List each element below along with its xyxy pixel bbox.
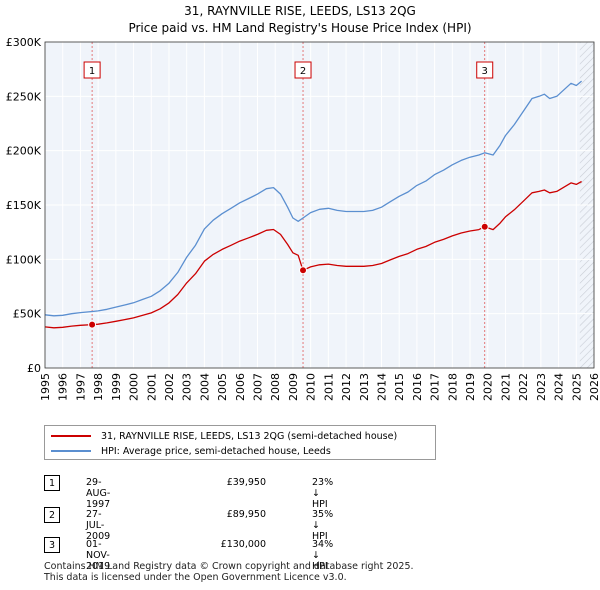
x-tick-label: 2021 — [499, 373, 512, 401]
legend-label-hpi: HPI: Average price, semi-detached house,… — [101, 445, 331, 457]
x-tick-label: 2010 — [305, 373, 318, 401]
x-tick-label: 2005 — [216, 373, 229, 401]
x-tick-label: 2013 — [358, 373, 371, 401]
transaction-price: £39,950 — [226, 477, 266, 488]
x-tick-label: 2006 — [234, 373, 247, 401]
x-tick-label: 2004 — [198, 373, 211, 401]
sale-label: 3 — [482, 66, 488, 77]
sale-label-box — [83, 61, 101, 79]
transaction-date: 29-AUG-1997 — [86, 477, 111, 510]
x-tick-label: 2015 — [393, 373, 406, 401]
chart-area: 1 2 3 £0 £50K £100K £150K £200K £250K £300K 1995 19… — [6, 36, 600, 401]
x-tick-label: 2020 — [482, 373, 495, 401]
x-tick-label: 2009 — [287, 373, 300, 401]
x-tick-label: 2019 — [464, 373, 477, 401]
transaction-price: £130,000 — [220, 539, 266, 550]
legend-item-property: 31, RAYNVILLE RISE, LEEDS, LS13 2QG (sem… — [51, 429, 397, 443]
x-tick-label: 2007 — [252, 373, 265, 401]
x-tick-label: 2026 — [588, 373, 600, 401]
x-tick-label: 2002 — [163, 373, 176, 401]
y-tick-label: £150K — [6, 199, 42, 212]
footer-licence: This data is licensed under the Open Gov… — [44, 572, 347, 583]
transaction-date: 27-JUL-2009 — [86, 509, 111, 542]
transaction-hpi-diff: 34% ↓ HPI — [312, 539, 334, 572]
x-tick-label: 2001 — [145, 373, 158, 401]
x-tick-label: 1999 — [110, 373, 123, 401]
footer: Contains HM Land Registry data © Crown c… — [44, 561, 414, 583]
x-tick-label: 1996 — [57, 373, 70, 401]
x-tick-label: 2024 — [553, 373, 566, 401]
transaction-price: £89,950 — [226, 509, 266, 520]
sale-label: 1 — [89, 66, 95, 77]
transaction-marker: 2 — [44, 507, 60, 523]
sale-label: 2 — [300, 66, 306, 77]
legend-swatch-property — [51, 435, 91, 437]
property-series-line — [44, 180, 582, 329]
y-tick-label: £300K — [6, 36, 42, 49]
x-tick-label: 2016 — [411, 373, 424, 401]
y-tick-label: £50K — [13, 308, 42, 321]
transaction-marker: 1 — [44, 475, 60, 491]
x-tick-label: 2017 — [429, 373, 442, 401]
sale-label-box — [476, 61, 494, 79]
transaction-marker: 3 — [44, 537, 60, 553]
x-tick-label: 1997 — [74, 373, 87, 401]
y-tick-label: £250K — [6, 90, 42, 103]
sale-label-box — [294, 61, 312, 79]
sale-point — [88, 320, 97, 329]
x-tick-label: 2008 — [269, 373, 282, 401]
footer-copyright: Contains HM Land Registry data © Crown c… — [44, 561, 414, 572]
x-tick-label: 2011 — [322, 373, 335, 401]
plot-frame — [44, 41, 595, 369]
y-tick-label: £0 — [27, 362, 41, 375]
transaction-hpi-diff: 23% ↓ HPI — [312, 477, 334, 510]
x-tick-label: 2025 — [570, 373, 583, 401]
hpi-series-line — [44, 80, 583, 317]
legend-swatch-hpi — [51, 450, 91, 452]
y-tick-label: £100K — [6, 253, 42, 266]
x-tick-label: 2000 — [128, 373, 141, 401]
legend-label-property: 31, RAYNVILLE RISE, LEEDS, LS13 2QG (sem… — [101, 430, 398, 442]
x-tick-label: 1995 — [39, 373, 52, 401]
x-tick-label: 2012 — [340, 373, 353, 401]
transaction-hpi-diff: 35% ↓ HPI — [312, 509, 334, 542]
y-tick-label: £200K — [6, 145, 42, 158]
chart-title: 31, RAYNVILLE RISE, LEEDS, LS13 2QG — [184, 4, 416, 18]
sale-point — [299, 266, 308, 275]
x-tick-label: 1998 — [92, 373, 105, 401]
transaction-date: 01-NOV-2019 — [86, 539, 111, 572]
legend: 31, RAYNVILLE RISE, LEEDS, LS13 2QG (sem… — [44, 425, 436, 460]
legend-item-hpi: HPI: Average price, semi-detached house,… — [51, 444, 331, 458]
sale-point — [480, 222, 489, 231]
x-tick-label: 2018 — [446, 373, 459, 401]
x-tick-label: 2014 — [375, 373, 388, 401]
chart-subtitle: Price paid vs. HM Land Registry's House … — [128, 21, 472, 35]
x-tick-label: 2003 — [181, 373, 194, 401]
x-tick-label: 2022 — [517, 373, 530, 401]
x-tick-label: 2023 — [535, 373, 548, 401]
